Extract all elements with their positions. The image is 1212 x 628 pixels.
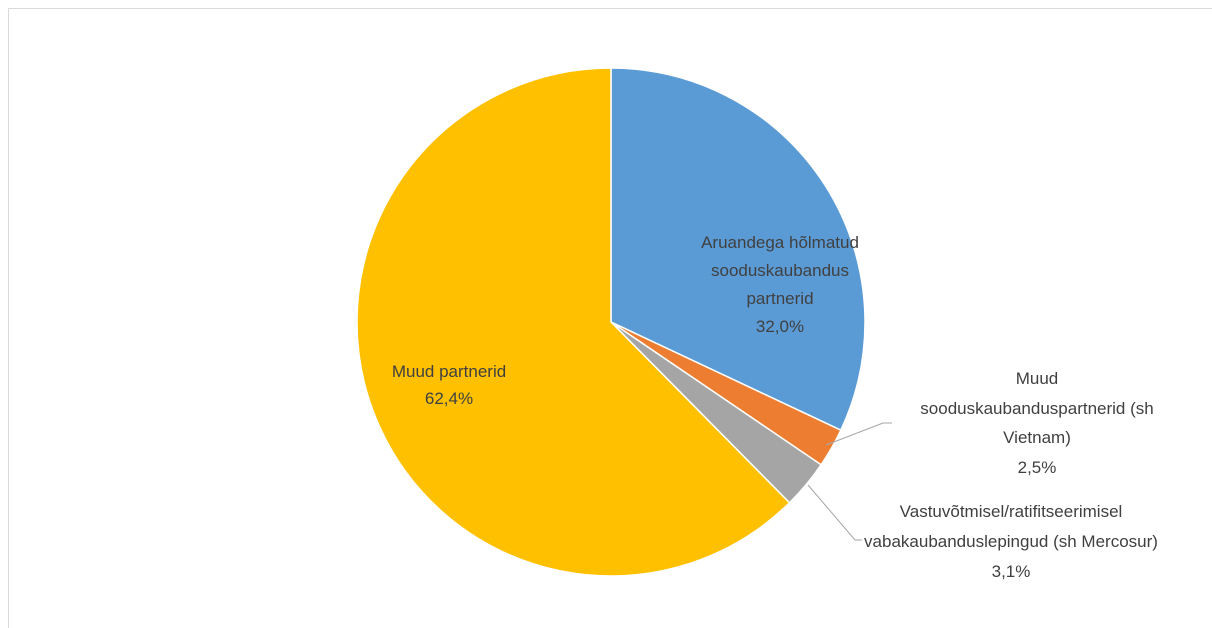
pie-slice [610, 67, 866, 432]
data-label: Muud partnerid 62,4% [349, 358, 549, 412]
label-name: Vastuvõtmisel/ratifitseerimisel vabakaub… [864, 502, 1158, 551]
leader-line [807, 484, 862, 541]
label-value: 3,1% [991, 562, 1031, 581]
label-name: Muud sooduskaubanduspartnerid (sh Vietna… [920, 369, 1154, 447]
pie-slice [356, 67, 791, 577]
data-label: Muud sooduskaubanduspartnerid (sh Vietna… [917, 364, 1157, 482]
data-label: Aruandega hõlmatud sooduskaubandus partn… [695, 229, 865, 341]
label-name: Muud partnerid [391, 362, 507, 381]
label-name: Aruandega hõlmatud sooduskaubandus partn… [701, 233, 859, 308]
leader-line [825, 422, 892, 446]
label-value: 62,4% [424, 389, 474, 408]
label-value: 2,5% [1017, 457, 1057, 477]
label-value: 32,0% [755, 317, 805, 336]
pie [356, 67, 866, 577]
data-label: Vastuvõtmisel/ratifitseerimisel vabakaub… [846, 497, 1176, 587]
